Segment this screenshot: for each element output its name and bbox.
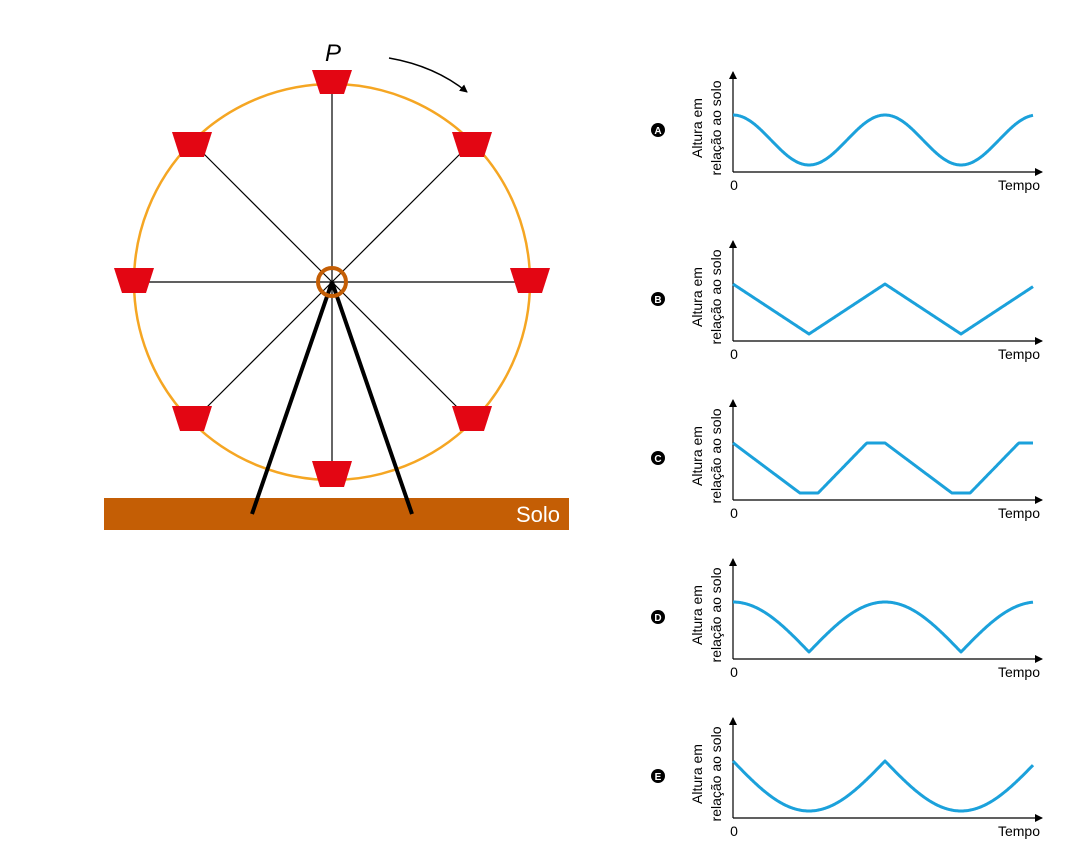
gondola-top-right [452, 132, 492, 157]
rotation-arrow-icon [388, 57, 468, 93]
option-letter-badge [651, 292, 665, 306]
wheel-hub [316, 266, 348, 298]
option-graph-d[interactable]: D Altura em relação ao solo 0 Tempo [651, 558, 1043, 680]
option-graph-c[interactable]: C Altura em relação ao solo 0 Tempo [651, 399, 1043, 521]
option-letter: D [654, 613, 661, 624]
option-letter-badge [651, 451, 665, 465]
spoke-top-right [331, 141, 473, 283]
origin-label: 0 [730, 664, 738, 680]
spokes [134, 84, 530, 480]
support-leg-right [330, 281, 414, 515]
height-curve [731, 759, 1035, 813]
y-axis-label-line2: relação ao solo [708, 408, 724, 503]
x-axis-label: Tempo [998, 177, 1040, 193]
ground-label: Solo [516, 502, 560, 527]
point-p-label: P [325, 40, 341, 67]
gondolas [114, 70, 550, 487]
support-legs [250, 281, 414, 515]
support-leg-left [250, 281, 334, 515]
height-curve [732, 113, 1034, 167]
option-graph-a[interactable]: A Altura em relação ao solo 0 Tempo [651, 71, 1043, 193]
gondola-bottom [312, 461, 352, 487]
option-letter-badge [651, 123, 665, 137]
gondola-bottom-right [452, 406, 492, 431]
option-letter: A [654, 126, 661, 137]
y-axis-label-line2: relação ao solo [708, 80, 724, 175]
y-axis-label-line2: relação ao solo [708, 249, 724, 344]
origin-label: 0 [730, 505, 738, 521]
origin-label: 0 [730, 346, 738, 362]
spoke-bottom-left [191, 281, 333, 423]
spoke-top-left [191, 141, 333, 283]
ground-bar [104, 498, 569, 530]
option-graph-b[interactable]: B Altura em relação ao solo 0 Tempo [651, 240, 1043, 362]
option-letter-badge [651, 769, 665, 783]
gondola-left [114, 268, 154, 293]
gondola-top [312, 70, 352, 94]
y-axis-label-line2: relação ao solo [708, 567, 724, 662]
y-axis-label-line2: relação ao solo [708, 726, 724, 821]
option-graph-e[interactable]: E Altura em relação ao solo 0 Tempo [651, 717, 1043, 839]
x-axis-label: Tempo [998, 505, 1040, 521]
y-axis-label-line1: Altura em [689, 585, 705, 645]
height-curve [732, 441, 1034, 495]
x-axis-label: Tempo [998, 664, 1040, 680]
option-letter-badge [651, 610, 665, 624]
option-letter: E [655, 772, 662, 783]
y-axis-label-line1: Altura em [689, 267, 705, 327]
y-axis-label-line1: Altura em [689, 744, 705, 804]
y-axis-label-line1: Altura em [689, 98, 705, 158]
y-axis-label-line1: Altura em [689, 426, 705, 486]
height-curve [732, 600, 1034, 654]
gondola-top-left [172, 132, 212, 157]
gondola-right [510, 268, 550, 293]
spoke-bottom-right [331, 281, 473, 423]
gondola-bottom-left [172, 406, 212, 431]
option-letter: C [654, 454, 661, 465]
ferris-wheel: Solo P [104, 40, 569, 530]
origin-label: 0 [730, 177, 738, 193]
origin-label: 0 [730, 823, 738, 839]
option-letter: B [654, 295, 661, 306]
x-axis-label: Tempo [998, 823, 1040, 839]
x-axis-label: Tempo [998, 346, 1040, 362]
height-curve [732, 282, 1034, 336]
